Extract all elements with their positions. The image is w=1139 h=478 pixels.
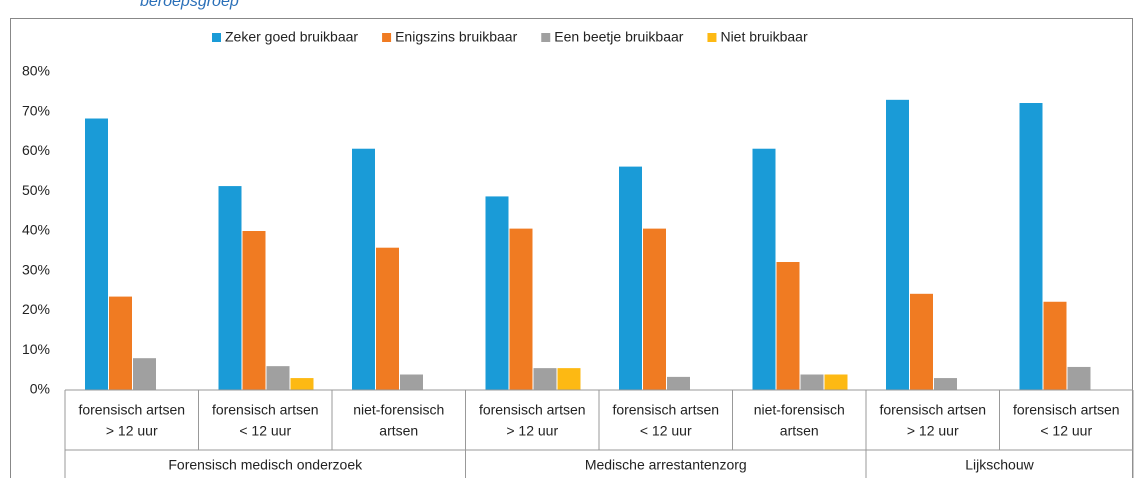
- bar: [557, 368, 581, 390]
- legend-swatch: [212, 33, 221, 42]
- x-tick-label: < 12 uur: [640, 423, 692, 439]
- x-tick-label: niet-forensisch: [754, 402, 845, 418]
- y-tick-label: 80%: [22, 63, 50, 79]
- bar: [133, 358, 156, 390]
- y-tick-label: 70%: [22, 102, 50, 118]
- y-tick-label: 30%: [22, 261, 50, 277]
- x-tick-label: artsen: [379, 423, 418, 439]
- group-label: Medische arrestantenzorg: [585, 457, 747, 473]
- x-tick-label: > 12 uur: [106, 423, 158, 439]
- bar: [1043, 301, 1067, 390]
- chart-subtitle: beroepsgroep: [140, 0, 239, 10]
- x-tick-label: niet-forensisch: [353, 402, 444, 418]
- y-tick-label: 20%: [22, 301, 50, 317]
- y-tick-label: 10%: [22, 341, 50, 357]
- y-tick-label: 40%: [22, 222, 50, 238]
- group-label: Forensisch medisch onderzoek: [168, 457, 363, 473]
- y-tick-label: 0%: [30, 381, 50, 397]
- x-tick-label: > 12 uur: [907, 423, 959, 439]
- legend-label: Niet bruikbaar: [720, 29, 807, 45]
- legend-swatch: [707, 33, 717, 42]
- y-tick-label: 50%: [22, 182, 50, 198]
- bar: [776, 262, 800, 390]
- bar: [85, 118, 108, 390]
- group-label: Lijkschouw: [965, 457, 1034, 473]
- x-tick-label: forensisch artsen: [78, 402, 185, 418]
- legend-swatch: [382, 33, 392, 42]
- bar: [934, 378, 957, 390]
- chart-frame: [10, 18, 1133, 478]
- bar: [109, 296, 132, 390]
- bar: [533, 368, 557, 390]
- bar: [619, 166, 642, 390]
- bar: [1067, 366, 1091, 390]
- bar: [910, 293, 933, 390]
- y-tick-label: 60%: [22, 142, 50, 158]
- x-tick-label: forensisch artsen: [612, 402, 719, 418]
- x-tick-label: > 12 uur: [506, 423, 558, 439]
- bar: [290, 378, 314, 390]
- legend-label: Zeker goed bruikbaar: [225, 29, 358, 45]
- bar: [509, 228, 533, 390]
- x-tick-label: < 12 uur: [239, 423, 291, 439]
- bar: [352, 148, 375, 390]
- bar: [242, 231, 266, 390]
- bar: [376, 247, 399, 390]
- bar: [266, 366, 290, 390]
- legend-label: Enigszins bruikbaar: [395, 29, 518, 45]
- bar: [800, 374, 824, 390]
- bar: [400, 374, 423, 390]
- bar: [1019, 103, 1043, 390]
- x-tick-label: forensisch artsen: [212, 402, 319, 418]
- bar: [667, 376, 690, 390]
- legend-label: Een beetje bruikbaar: [554, 29, 684, 45]
- x-tick-label: forensisch artsen: [1013, 402, 1120, 418]
- bar: [643, 228, 666, 390]
- bar: [824, 374, 848, 390]
- x-tick-label: forensisch artsen: [479, 402, 586, 418]
- x-tick-label: < 12 uur: [1040, 423, 1092, 439]
- x-tick-label: forensisch artsen: [879, 402, 986, 418]
- bar: [485, 196, 509, 390]
- bar: [886, 99, 909, 390]
- x-tick-label: artsen: [780, 423, 819, 439]
- bar: [218, 186, 242, 390]
- legend-swatch: [541, 33, 551, 42]
- bar: [752, 148, 776, 390]
